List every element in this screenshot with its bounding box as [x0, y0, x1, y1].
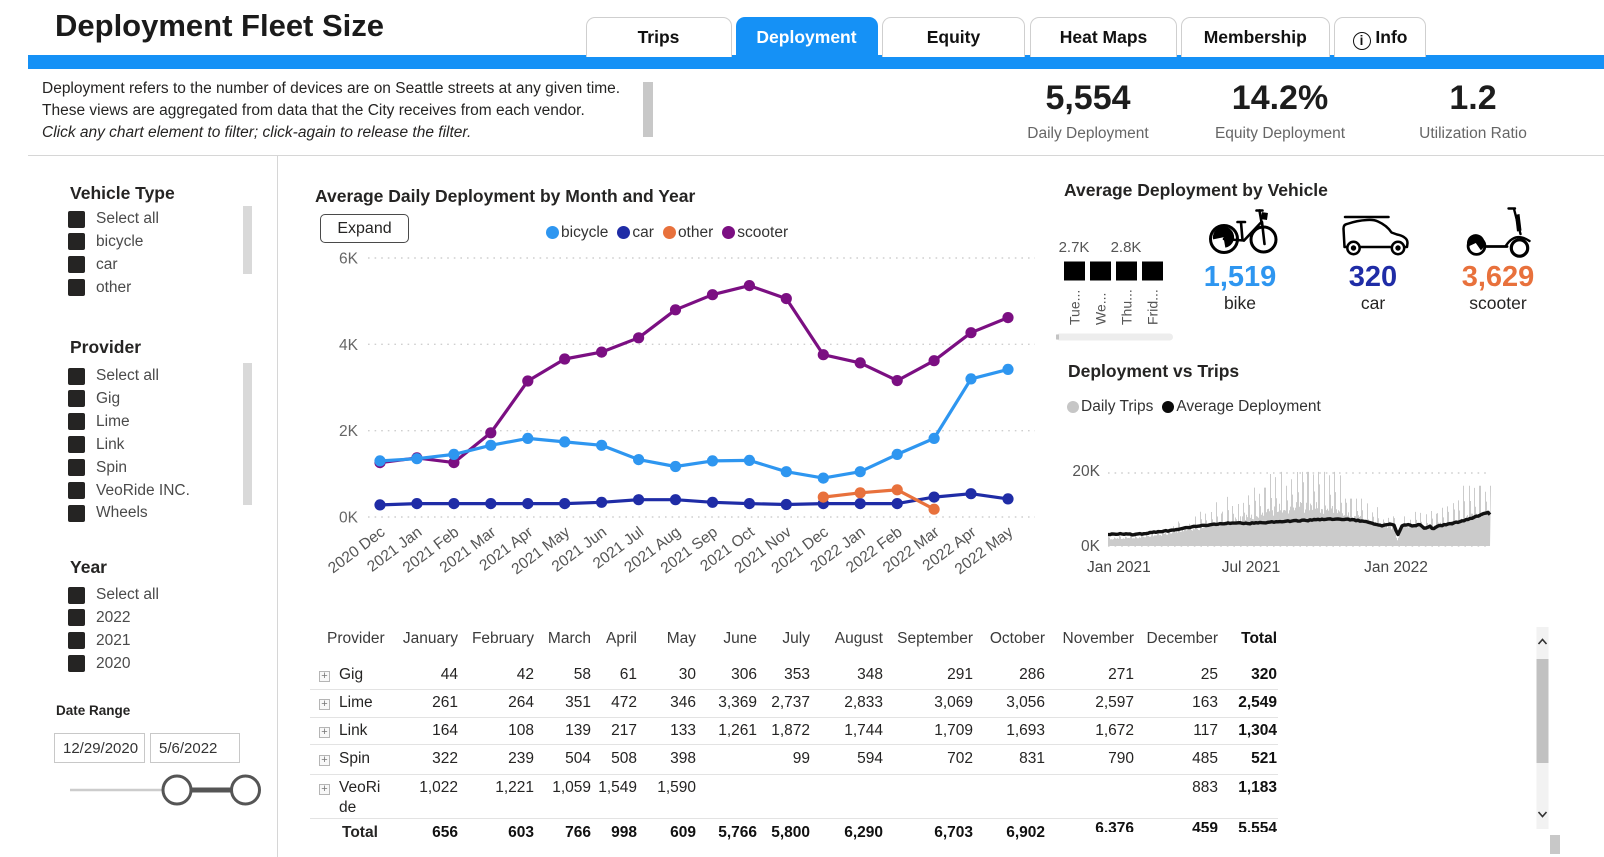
svg-text:20K: 20K [1072, 463, 1100, 480]
svg-text:We...: We... [1093, 293, 1109, 325]
svg-text:Jul 2021: Jul 2021 [1222, 559, 1281, 576]
svg-text:0K: 0K [1081, 538, 1101, 555]
svg-text:4K: 4K [339, 337, 359, 354]
svg-text:Tue...: Tue... [1067, 290, 1083, 325]
svg-text:Jan 2022: Jan 2022 [1364, 559, 1428, 576]
svg-text:6K: 6K [339, 251, 359, 268]
svg-text:Jan 2021: Jan 2021 [1087, 559, 1151, 576]
svg-text:2.8K: 2.8K [1111, 239, 1142, 256]
svg-text:2K: 2K [339, 423, 359, 440]
svg-text:2.7K: 2.7K [1059, 239, 1090, 256]
svg-text:Thu...: Thu... [1119, 289, 1135, 325]
svg-text:Frid...: Frid... [1145, 289, 1161, 325]
svg-text:0K: 0K [339, 510, 359, 527]
